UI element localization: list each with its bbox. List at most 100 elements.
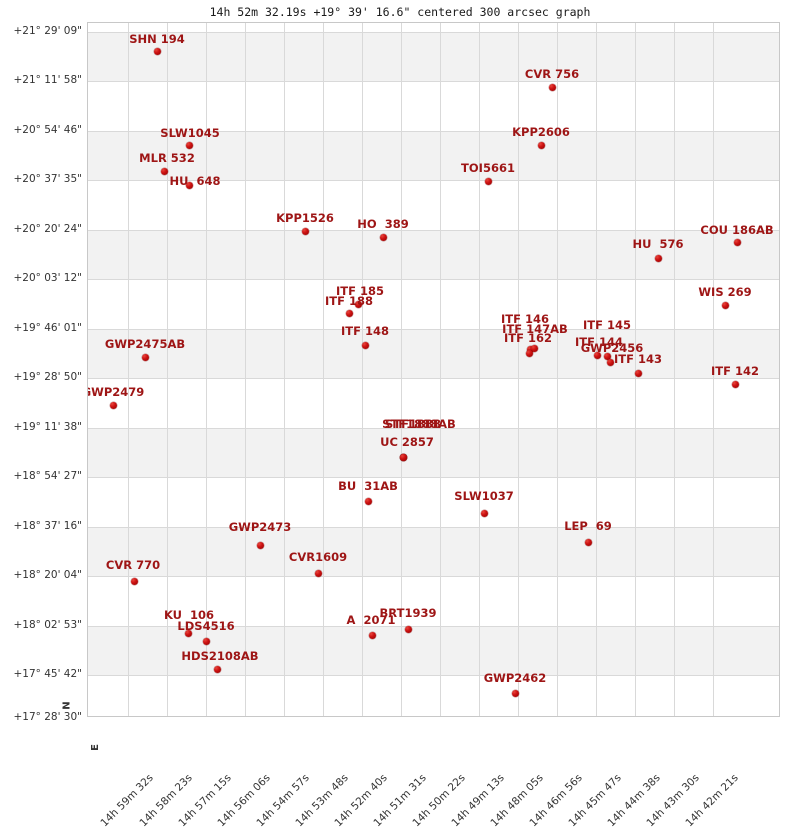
star-marker[interactable] (202, 637, 210, 645)
y-axis-tick-label: +18° 54' 27" (13, 470, 82, 482)
gridline-horizontal (88, 180, 779, 181)
star-marker[interactable] (213, 665, 221, 673)
star-marker[interactable] (480, 509, 488, 517)
star-marker[interactable] (526, 345, 534, 353)
star-label: KPP2606 (512, 125, 570, 139)
gridline-horizontal (88, 230, 779, 231)
star-label: KU 106 (163, 608, 215, 622)
star-label: SLW1045 (160, 126, 220, 140)
star-marker[interactable] (593, 351, 601, 359)
star-marker[interactable] (584, 538, 592, 546)
star-marker[interactable] (364, 497, 372, 505)
star-marker[interactable] (185, 181, 193, 189)
gridline-vertical (128, 23, 129, 716)
star-label: HU 648 (169, 174, 221, 188)
gridline-horizontal (88, 378, 779, 379)
star-label: WIS 269 (698, 285, 752, 299)
gridline-horizontal (88, 477, 779, 478)
y-axis-tick-label: +19° 46' 01" (13, 322, 82, 334)
star-marker[interactable] (733, 238, 741, 246)
star-marker[interactable] (606, 358, 614, 366)
gridline-vertical (362, 23, 363, 716)
star-marker[interactable] (153, 47, 161, 55)
gridline-vertical (713, 23, 714, 716)
star-label: KPP1526 (276, 211, 334, 225)
star-marker[interactable] (354, 300, 362, 308)
star-marker[interactable] (109, 401, 117, 409)
gridline-horizontal (88, 626, 779, 627)
gridline-vertical (635, 23, 636, 716)
star-marker[interactable] (404, 625, 412, 633)
star-marker[interactable] (345, 309, 353, 317)
gridline-vertical (245, 23, 246, 716)
y-axis-tick-label: +20° 20' 24" (13, 223, 82, 235)
star-marker[interactable] (721, 301, 729, 309)
compass-north-marker: N (61, 701, 73, 710)
gridline-horizontal (88, 576, 779, 577)
star-marker[interactable] (525, 349, 533, 357)
y-axis-tick-label: +17° 28' 30" (13, 711, 82, 723)
star-label: STF1888AB (382, 417, 456, 431)
star-marker[interactable] (484, 177, 492, 185)
star-label: HDS2108AB (181, 649, 259, 663)
y-axis-tick-label: +19° 28' 50" (13, 371, 82, 383)
star-label: LEP 69 (564, 519, 612, 533)
star-label: GWP2456 (580, 341, 644, 355)
star-label: GWP2475AB (104, 337, 186, 351)
gridline-vertical (518, 23, 519, 716)
gridline-vertical (596, 23, 597, 716)
gridline-horizontal (88, 131, 779, 132)
star-marker[interactable] (361, 341, 369, 349)
star-marker[interactable] (530, 344, 538, 352)
gridline-vertical (167, 23, 168, 716)
plot-band (88, 329, 779, 378)
plot-band (88, 230, 779, 279)
star-marker[interactable] (185, 141, 193, 149)
star-marker[interactable] (603, 352, 611, 360)
star-label: CVR 756 (524, 67, 580, 81)
star-marker[interactable] (368, 631, 376, 639)
star-chart-page: 14h 52m 32.19s +19° 39' 16.6" centered 3… (0, 0, 780, 829)
y-axis-tick-label: +21° 11' 58" (13, 74, 82, 86)
gridline-vertical (284, 23, 285, 716)
star-marker[interactable] (160, 167, 168, 175)
star-label: ITF 188 (325, 294, 373, 308)
star-marker[interactable] (537, 141, 545, 149)
gridline-vertical (401, 23, 402, 716)
star-marker[interactable] (184, 629, 192, 637)
star-label: ITF 145 (583, 318, 631, 332)
star-label: ITF 147AB (502, 322, 568, 336)
y-axis-tick-label: +18° 37' 16" (13, 520, 82, 532)
star-label: BRT1939 (379, 606, 437, 620)
star-marker[interactable] (256, 541, 264, 549)
star-label: STF1888 (385, 417, 441, 431)
star-label: GWP2462 (483, 671, 547, 685)
star-marker[interactable] (314, 569, 322, 577)
y-axis-tick-label: +20° 03' 12" (13, 272, 82, 284)
star-marker[interactable] (548, 83, 556, 91)
star-marker[interactable] (654, 254, 662, 262)
star-marker[interactable] (511, 689, 519, 697)
gridline-horizontal (88, 279, 779, 280)
gridline-horizontal (88, 527, 779, 528)
star-label: ITF 185 (336, 284, 384, 298)
y-axis: +21° 29' 09" +21° 11' 58" +20° 54' 46" +20°… (0, 0, 82, 800)
star-marker[interactable] (301, 227, 309, 235)
gridline-vertical (674, 23, 675, 716)
star-marker[interactable] (731, 380, 739, 388)
gridline-vertical (206, 23, 207, 716)
gridline-vertical (440, 23, 441, 716)
gridline-horizontal (88, 32, 779, 33)
y-axis-tick-label: +17° 45' 42" (13, 668, 82, 680)
star-label: ITF 143 (614, 352, 662, 366)
star-marker[interactable] (130, 577, 138, 585)
star-marker[interactable] (399, 453, 407, 461)
y-axis-tick-label: +20° 37' 35" (13, 173, 82, 185)
star-label: ITF 148 (341, 324, 389, 338)
star-marker[interactable] (379, 233, 387, 241)
star-marker[interactable] (634, 369, 642, 377)
star-marker[interactable] (141, 353, 149, 361)
plot-band (88, 527, 779, 576)
star-label: BU 31AB (338, 479, 398, 493)
star-label: ITF 146 (501, 312, 549, 326)
